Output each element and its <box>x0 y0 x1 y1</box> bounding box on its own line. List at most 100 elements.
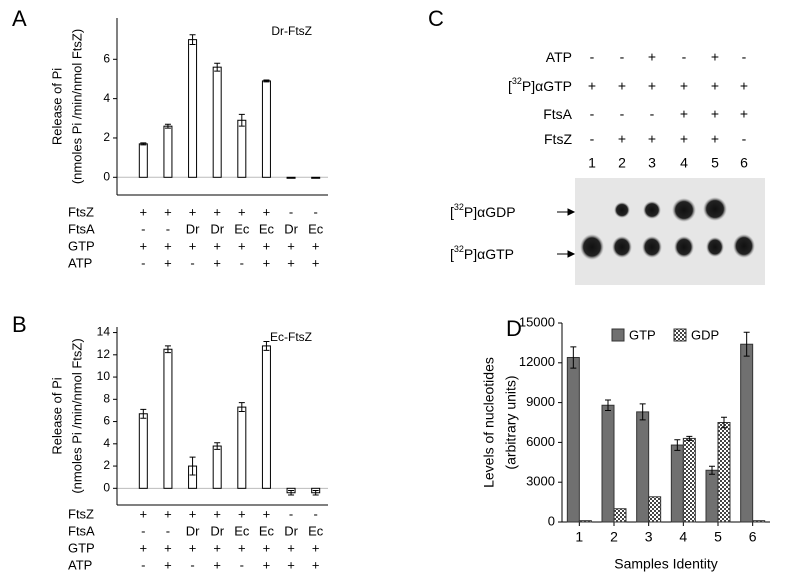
legend-label: GDP <box>691 327 719 342</box>
lane-number: 4 <box>680 155 688 171</box>
condition-value: + <box>213 255 221 270</box>
superscript: 32 <box>454 202 464 212</box>
condition-value: - <box>166 221 170 236</box>
y-tick-label: 0 <box>103 169 110 183</box>
condition-value: - <box>141 255 145 270</box>
y-tick-label: 2 <box>103 130 110 144</box>
bar <box>261 345 271 489</box>
condition-value: + <box>711 49 719 65</box>
condition-value: Ec <box>259 523 275 538</box>
y-tick-label: 6 <box>103 414 110 428</box>
error-bar <box>214 62 221 72</box>
condition-value: + <box>588 78 596 94</box>
condition-value: + <box>238 506 246 521</box>
legend-swatch <box>673 328 687 342</box>
condition-value: Ec <box>308 221 324 236</box>
condition-value: - <box>314 204 318 219</box>
condition-value: - <box>141 523 145 538</box>
error-bar <box>709 465 715 475</box>
condition-value: - <box>742 131 747 147</box>
condition-value: - <box>141 557 145 572</box>
condition-name: GTP <box>68 540 95 555</box>
bar <box>670 444 684 523</box>
bar <box>261 80 271 178</box>
condition-value: Dr <box>210 221 224 236</box>
condition-value: + <box>711 78 719 94</box>
label-part: P]αGTP <box>522 78 572 94</box>
condition-value: Dr <box>186 221 200 236</box>
label-part: P]αGDP <box>464 204 516 220</box>
error-bar <box>140 142 147 146</box>
bar <box>566 356 580 523</box>
condition-value: - <box>682 49 687 65</box>
bar <box>740 343 754 523</box>
y-tick-label: 0 <box>103 480 110 494</box>
condition-value: - <box>141 221 145 236</box>
condition-value: Ec <box>308 523 324 538</box>
bar <box>212 445 222 489</box>
condition-value: + <box>263 238 271 253</box>
label-part: [ <box>508 78 512 94</box>
error-bar <box>189 456 196 476</box>
condition-value: + <box>189 238 197 253</box>
y-tick-label: 4 <box>103 436 110 450</box>
condition-value: + <box>740 106 748 122</box>
condition-value: + <box>648 49 656 65</box>
superscript: 32 <box>454 244 464 254</box>
error-bar <box>164 345 171 354</box>
condition-value: + <box>312 238 320 253</box>
condition-value: + <box>287 238 295 253</box>
error-bar <box>686 435 693 441</box>
condition-value: - <box>166 523 170 538</box>
condition-value: + <box>189 204 197 219</box>
label-part: [ <box>450 204 454 220</box>
x-tick-label: 6 <box>749 529 757 545</box>
label: ATP <box>546 49 572 65</box>
bar <box>613 508 627 523</box>
bar <box>286 176 296 179</box>
condition-value: + <box>287 255 295 270</box>
error-bar <box>721 416 727 429</box>
error-bar <box>743 331 750 357</box>
label: [32P]αGDP <box>450 202 516 219</box>
y-tick-label: 15000 <box>519 314 555 329</box>
condition-value: + <box>213 540 221 555</box>
bar <box>636 411 650 523</box>
y-axis-label: Release of Pi <box>49 68 64 145</box>
condition-name: ATP <box>68 255 92 270</box>
y-axis-label: (nmoles Pi /min/nmol FtsZ) <box>69 29 84 184</box>
condition-value: + <box>711 131 719 147</box>
y-axis-label: (nmoles Pi /min/nmol FtsZ) <box>69 338 84 493</box>
condition-value: + <box>140 506 148 521</box>
bar <box>163 348 173 489</box>
label: [32P]αGTP <box>508 76 572 93</box>
y-tick-label: 12000 <box>519 354 555 369</box>
condition-value: + <box>164 238 172 253</box>
y-axis-label: Levels of nucleotides <box>481 357 497 488</box>
condition-value: + <box>140 238 148 253</box>
label-part: [ <box>450 246 454 262</box>
error-bar <box>288 490 295 496</box>
bar <box>237 119 247 178</box>
legend-swatch <box>611 328 625 342</box>
condition-value: + <box>213 238 221 253</box>
gel-panel <box>557 178 765 285</box>
condition-value: + <box>680 131 688 147</box>
annotation: Dr-FtsZ <box>271 24 312 38</box>
lane-number: 3 <box>648 155 656 171</box>
bar <box>212 66 222 178</box>
y-tick-label: 3000 <box>526 474 555 489</box>
superscript: 32 <box>512 76 522 86</box>
bar <box>138 143 148 178</box>
condition-name: FtsZ <box>68 204 94 219</box>
condition-value: - <box>590 49 595 65</box>
error-bar <box>605 399 611 412</box>
bar <box>601 404 615 523</box>
condition-value: + <box>287 557 295 572</box>
gel-arrows <box>557 208 576 258</box>
condition-value: Ec <box>234 523 250 538</box>
condition-value: + <box>164 506 172 521</box>
bar <box>682 437 696 523</box>
condition-value: + <box>263 557 271 572</box>
